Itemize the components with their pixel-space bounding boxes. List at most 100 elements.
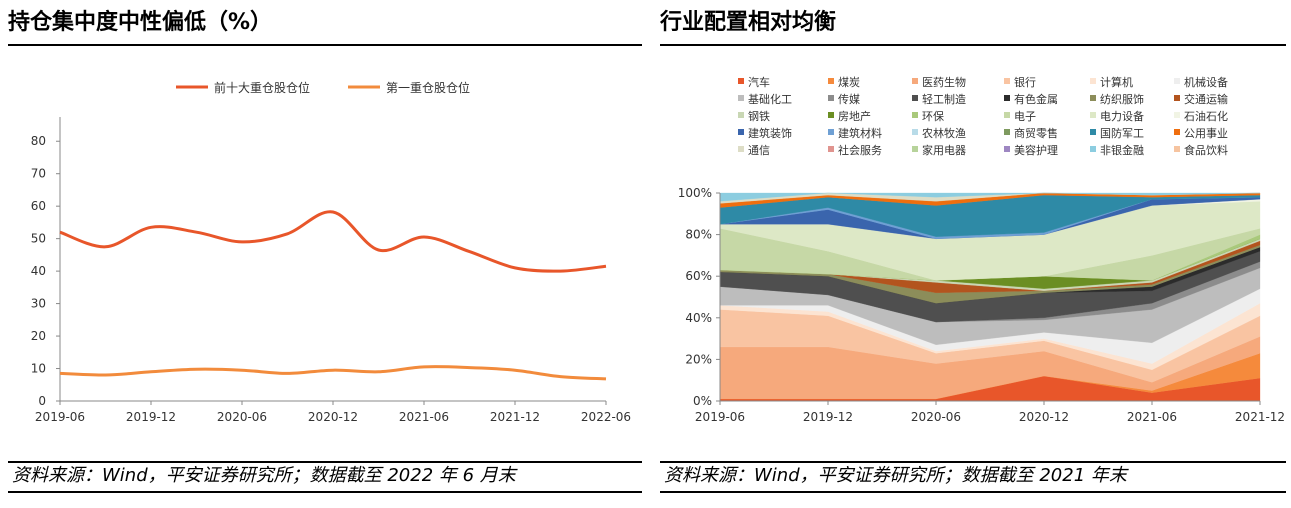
legend-label-10: 有色金属	[1014, 92, 1058, 106]
legend-swatch-8	[828, 95, 834, 101]
legend-label-11: 纺织服饰	[1100, 92, 1144, 106]
legend-label-3: 医药生物	[922, 75, 966, 89]
x-tick-label: 2022-06	[581, 410, 631, 424]
x-tick-label: 2019-12	[803, 410, 853, 424]
x-tick-label: 2021-06	[399, 410, 449, 424]
left-source-note: 资料来源：Wind，平安证券研究所；数据截至 2022 年 6 月末	[12, 465, 516, 486]
legend-label-9: 轻工制造	[922, 92, 966, 106]
y-tick-label: 40%	[685, 311, 712, 325]
x-tick-label: 2020-12	[308, 410, 358, 424]
legend-label-22: 商贸零售	[1014, 126, 1058, 140]
legend-swatch-21	[912, 129, 918, 135]
legend-label-24: 公用事业	[1184, 127, 1228, 140]
legend-label-26: 社会服务	[838, 143, 882, 157]
title-underline	[660, 44, 1286, 46]
x-tick-label: 2020-06	[911, 410, 961, 424]
legend-label-13: 钢铁	[748, 110, 770, 123]
legend-label-21: 农林牧渔	[922, 126, 966, 140]
legend-swatch-3	[912, 78, 918, 84]
y-tick-label: 50	[31, 232, 46, 246]
legend-label-1: 前十大重仓股仓位	[214, 80, 310, 95]
y-tick-label: 60	[31, 199, 46, 213]
x-tick-label: 2019-06	[695, 410, 745, 424]
legend-swatch-18	[1174, 112, 1180, 118]
legend-label-30: 食品饮料	[1184, 143, 1228, 157]
y-tick-label: 100%	[678, 186, 712, 200]
y-tick-label: 80%	[685, 228, 712, 242]
source-top-rule	[660, 461, 1286, 463]
legend-label-19: 建筑装饰	[748, 126, 792, 140]
legend-label-25: 通信	[748, 144, 770, 157]
legend-label-1: 汽车	[748, 75, 770, 89]
legend-label-28: 美容护理	[1014, 143, 1058, 157]
y-tick-label: 10	[31, 362, 46, 376]
legend-label-2: 第一重仓股仓位	[386, 80, 470, 95]
legend-label-29: 非银金融	[1100, 143, 1144, 157]
x-tick-label: 2021-12	[1235, 410, 1285, 424]
y-tick-label: 20	[31, 329, 46, 343]
source-top-rule	[8, 461, 642, 463]
x-tick-label: 2021-06	[1127, 410, 1177, 424]
y-tick-label: 0%	[693, 394, 712, 408]
legend-swatch-13	[738, 112, 744, 118]
right-chart-title: 行业配置相对均衡	[660, 10, 837, 35]
x-tick-label: 2021-12	[490, 410, 540, 424]
legend-swatch-1	[738, 78, 744, 84]
legend-swatch-30	[1174, 146, 1180, 152]
x-tick-label: 2020-06	[217, 410, 267, 424]
y-tick-label: 40	[31, 264, 46, 278]
right-chart-panel: 行业配置相对均衡 汽车 煤炭 医药生物 银行 计算机 机械设备 基础化工 传媒 轻工制造 有色金属…	[660, 0, 1286, 508]
legend-swatch-24	[1174, 129, 1180, 135]
legend-swatch-2	[828, 78, 834, 84]
y-tick-label: 0	[38, 394, 46, 408]
legend-swatch-7	[738, 95, 744, 101]
left-chart-panel: 持仓集中度中性偏低（%） 前十大重仓股仓位 第一重仓股仓位 0 10 20 30 40 50 6…	[8, 0, 642, 508]
legend-swatch-5	[1090, 78, 1096, 84]
legend-swatch-27	[912, 146, 918, 152]
x-tick-label: 2019-12	[126, 410, 176, 424]
legend-swatch-19	[738, 129, 744, 135]
legend-swatch-29	[1090, 146, 1096, 152]
legend-swatch-26	[828, 146, 834, 152]
legend-swatch-23	[1090, 129, 1096, 135]
legend-swatch-14	[828, 112, 834, 118]
legend-label-17: 电力设备	[1100, 109, 1144, 123]
series-line-2	[59, 365, 607, 381]
legend-label-5: 计算机	[1100, 75, 1133, 89]
legend-label-23: 国防军工	[1100, 126, 1144, 140]
legend-swatch-9	[912, 95, 918, 101]
right-source-note: 资料来源：Wind，平安证券研究所；数据截至 2021 年末	[664, 465, 1127, 486]
y-tick-label: 70	[31, 167, 46, 181]
legend-label-6: 机械设备	[1184, 75, 1228, 89]
legend-label-12: 交通运输	[1184, 92, 1228, 106]
line-chart: 前十大重仓股仓位 第一重仓股仓位 0 10 20 30 40 50 60 70 80 2019-06 2…	[31, 80, 631, 424]
legend-swatch-12	[1174, 95, 1180, 101]
legend-label-18: 石油石化	[1184, 109, 1228, 123]
legend-label-8: 传媒	[838, 93, 860, 106]
legend-swatch-28	[1004, 146, 1010, 152]
y-tick-label: 80	[31, 134, 46, 148]
y-tick-label: 60%	[685, 269, 712, 283]
legend-label-4: 银行	[1014, 75, 1036, 89]
legend-label-2: 煤炭	[838, 76, 860, 89]
legend-label-20: 建筑材料	[838, 126, 882, 140]
legend-swatch-16	[1004, 112, 1010, 118]
legend-swatch-22	[1004, 129, 1010, 135]
legend-swatch-25	[738, 146, 744, 152]
y-tick-label: 30	[31, 297, 46, 311]
title-underline	[8, 44, 642, 46]
legend-label-27: 家用电器	[922, 143, 966, 157]
legend-swatch-10	[1004, 95, 1010, 101]
x-tick-label: 2019-06	[35, 410, 85, 424]
y-tick-label: 20%	[685, 352, 712, 366]
source-bottom-rule	[8, 491, 642, 493]
legend-swatch-4	[1004, 78, 1010, 84]
legend-swatch-17	[1090, 112, 1096, 118]
source-bottom-rule	[660, 491, 1286, 493]
legend-label-16: 电子	[1014, 110, 1036, 123]
area-band-29	[719, 192, 1261, 202]
left-chart-title: 持仓集中度中性偏低（%）	[8, 10, 273, 35]
legend-label-15: 环保	[922, 109, 944, 123]
legend-swatch-20	[828, 129, 834, 135]
legend-swatch-6	[1174, 78, 1180, 84]
